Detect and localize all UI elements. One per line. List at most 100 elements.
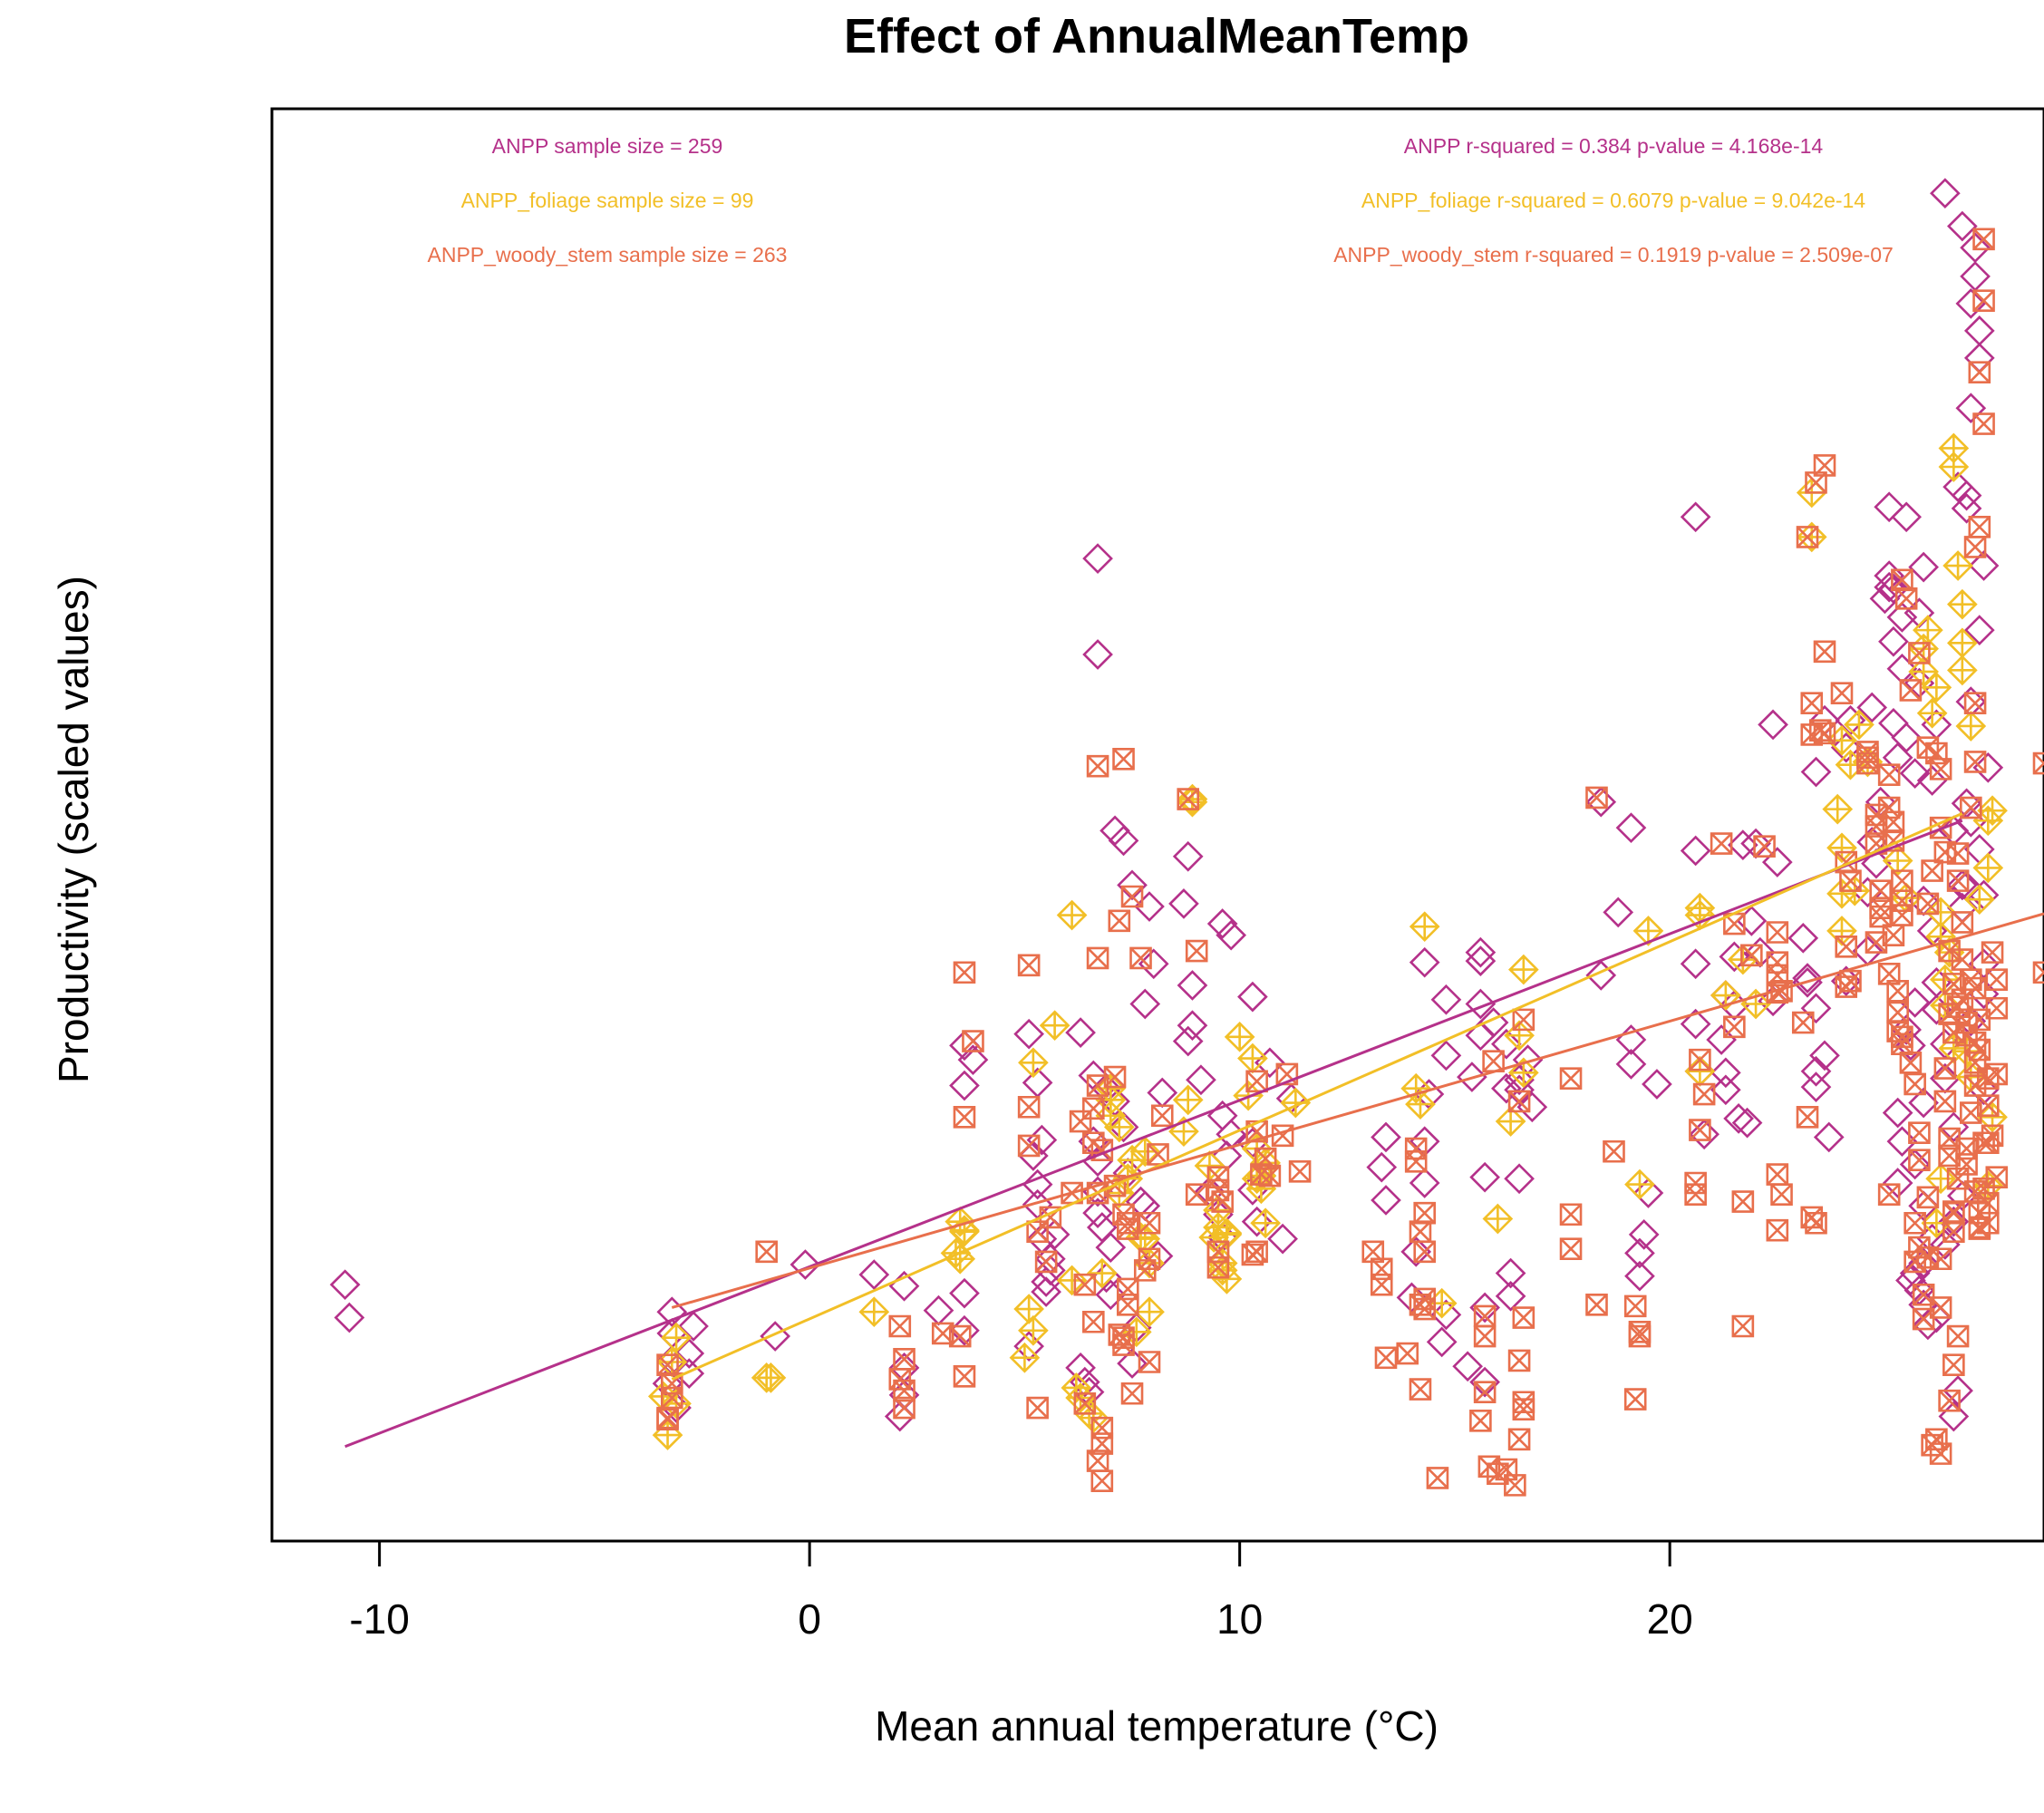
data-point [1465,936,1497,968]
sample-size-annotation: ANPP_woody_stem sample size = 263 [428,243,788,267]
data-point [1805,1211,1827,1235]
data-point [1172,1084,1204,1116]
data-point [1150,1104,1174,1128]
data-point [1099,815,1130,847]
data-point [1878,707,1909,739]
data-point [1946,1324,1970,1348]
data-point [1129,946,1152,970]
data-point [1977,1131,2000,1155]
data-point [1925,1163,1956,1195]
data-point [1968,361,1991,384]
data-point [1409,1168,1440,1198]
data-point [1942,1220,1965,1244]
data-point [1465,945,1497,976]
data-point [1916,892,1940,916]
data-point [1856,692,1888,723]
data-point [893,1348,915,1371]
fit-line-anpp [344,819,1963,1449]
data-point [1977,1211,2000,1235]
data-point [1731,1107,1763,1139]
data-point [1960,796,1982,819]
x-tick-label: 20 [1647,1595,1693,1643]
data-point [1457,1062,1487,1092]
data-point [1947,1180,1978,1212]
data-point [1882,1168,1913,1198]
data-point [1933,840,1957,864]
data-point [1017,1095,1041,1119]
data-point [1977,1094,2000,1117]
data-point [1951,492,1982,524]
data-point [1082,639,1113,670]
data-point [760,1321,791,1352]
data-point [1409,1220,1432,1244]
data-point [1366,1151,1398,1183]
data-point [1963,692,1987,714]
data-point [1955,1023,1978,1047]
data-point [1947,588,1978,620]
data-point [1947,210,1978,242]
data-point [1147,1077,1178,1109]
x-axis: -10 0 10 20 [349,1541,1693,1643]
data-point [1224,1022,1255,1052]
data-point [1585,786,1608,810]
data-point [2032,751,2044,775]
data-point [1177,970,1208,1001]
data-point [1955,711,1987,742]
data-point [1409,946,1440,978]
data-point [1103,1111,1135,1143]
data-point [1559,1067,1583,1090]
data-point [1796,1106,1819,1129]
data-point [1921,672,1952,703]
data-point [1929,758,1952,780]
data-point [1680,501,1711,533]
data-point [1835,975,1858,998]
data-point [1426,1467,1449,1489]
data-point [1947,869,1978,901]
data-point [1512,1008,1535,1032]
data-point [1258,1164,1282,1188]
data-point [1172,840,1204,872]
data-point [1186,1064,1216,1096]
fit-line-anpp-foliage [671,811,1963,1381]
data-point [1929,1296,1952,1319]
data-point [1129,988,1161,1020]
data-point [1706,1024,1737,1055]
data-point [660,1386,683,1410]
data-point [1065,1017,1096,1048]
data-point [1013,1294,1044,1324]
data-point [1925,921,1956,953]
data-point [1809,1040,1840,1071]
data-point [1839,869,1862,892]
data-point [1822,793,1854,825]
data-point [1112,1333,1135,1356]
data-point [1585,1294,1608,1316]
data-point [1813,1121,1845,1153]
data-point [1731,1190,1755,1213]
data-point [1585,786,1617,818]
data-point [1615,1049,1647,1080]
data-point [1504,1074,1535,1106]
data-point [1955,393,1987,424]
data-point [1930,1229,1961,1260]
data-point [1972,852,2004,884]
data-point [1826,916,1857,946]
data-point [755,1362,787,1393]
sample-size-annotation: ANPP sample size = 259 [492,134,723,158]
data-point [1792,963,1823,994]
data-point [1942,1201,1965,1225]
data-point [1185,1183,1208,1206]
data-point [1134,891,1165,922]
data-point [1413,1240,1436,1264]
data-point [1185,939,1208,963]
data-point [1623,1294,1647,1318]
data-point [1723,1015,1746,1039]
data-point [1680,1008,1711,1040]
data-point [1409,911,1440,943]
data-point [656,1408,679,1430]
sample-size-annotation: ANPP_foliage sample size = 99 [461,189,754,212]
data-point [1624,1260,1655,1292]
data-point [1835,936,1858,958]
data-point [1951,480,1982,511]
data-point [1869,583,1901,615]
data-point [1886,602,1918,633]
